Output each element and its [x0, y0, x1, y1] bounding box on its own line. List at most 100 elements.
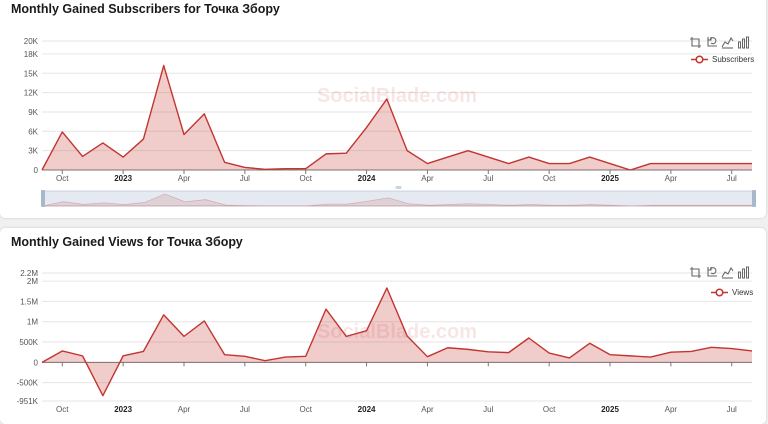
- subscribers-zoom-drag-handle[interactable]: [395, 186, 402, 189]
- zoom-icon[interactable]: [689, 266, 702, 279]
- views-data-point[interactable]: [482, 346, 494, 358]
- views-data-point[interactable]: [503, 347, 515, 359]
- views-data-point[interactable]: [97, 390, 109, 402]
- views-data-point[interactable]: [726, 343, 738, 355]
- subscribers-data-point[interactable]: [97, 137, 109, 149]
- views-data-point[interactable]: [361, 325, 373, 337]
- line-chart-icon[interactable]: [721, 36, 734, 49]
- views-data-point[interactable]: [77, 350, 89, 362]
- views-x-tick-label: Jul: [483, 405, 493, 414]
- subscribers-zoom-handle-left[interactable]: [41, 190, 45, 207]
- subscribers-data-point[interactable]: [645, 158, 657, 170]
- subscribers-data-point[interactable]: [584, 151, 596, 163]
- views-data-point[interactable]: [117, 350, 129, 362]
- views-y-tick-label: 1M: [27, 318, 38, 327]
- subscribers-data-point[interactable]: [705, 158, 717, 170]
- views-chart[interactable]: -951K -500K 0 500K 1M 1.5M 2M2.2M Oct 2023 Apr Jul…: [0, 228, 766, 424]
- views-data-point[interactable]: [137, 345, 149, 357]
- views-data-point[interactable]: [523, 332, 535, 344]
- views-data-point[interactable]: [178, 330, 190, 342]
- views-legend-marker-icon: [711, 288, 728, 297]
- views-legend[interactable]: Views: [711, 288, 753, 297]
- views-data-point[interactable]: [563, 352, 575, 364]
- subscribers-data-point[interactable]: [421, 158, 433, 170]
- subscribers-y-tick-label: 6K: [28, 127, 38, 136]
- views-data-point[interactable]: [300, 350, 312, 362]
- subscribers-data-point[interactable]: [56, 126, 68, 138]
- views-data-point[interactable]: [219, 349, 231, 361]
- zoom-reset-icon[interactable]: [705, 266, 718, 279]
- views-data-point[interactable]: [442, 342, 454, 354]
- subscribers-zoom-handle-right[interactable]: [752, 190, 756, 207]
- subscribers-data-point[interactable]: [503, 158, 515, 170]
- subscribers-data-point[interactable]: [320, 148, 332, 160]
- subscribers-data-point[interactable]: [137, 133, 149, 145]
- subscribers-data-point[interactable]: [401, 145, 413, 157]
- views-data-point[interactable]: [746, 345, 758, 357]
- subscribers-data-point[interactable]: [685, 158, 697, 170]
- subscribers-data-point[interactable]: [482, 151, 494, 163]
- views-data-point[interactable]: [320, 303, 332, 315]
- views-data-point[interactable]: [279, 351, 291, 363]
- subscribers-data-point[interactable]: [219, 156, 231, 168]
- subscribers-data-point[interactable]: [259, 163, 271, 175]
- subscribers-data-point[interactable]: [563, 158, 575, 170]
- subscribers-data-point[interactable]: [462, 145, 474, 157]
- subscribers-area: [42, 65, 752, 170]
- subscribers-chart[interactable]: 0 3K 6K 9K 12K 15K 18K 20K Oct 2023 Apr Jul Oct 2024 A…: [0, 0, 766, 218]
- subscribers-data-point[interactable]: [36, 164, 48, 176]
- subscribers-series-line: [41, 64, 752, 171]
- subscribers-legend-label: Subscribers: [712, 55, 755, 64]
- views-data-point[interactable]: [604, 349, 616, 361]
- subscribers-x-tick-label: 2025: [601, 174, 619, 183]
- subscribers-data-point[interactable]: [198, 108, 210, 120]
- views-data-point[interactable]: [198, 315, 210, 327]
- views-data-point[interactable]: [340, 330, 352, 342]
- views-data-point[interactable]: [239, 350, 251, 362]
- subscribers-x-tick-label: Apr: [421, 174, 434, 183]
- subscribers-data-point[interactable]: [300, 163, 312, 175]
- views-data-point[interactable]: [624, 350, 636, 362]
- subscribers-data-point[interactable]: [442, 151, 454, 163]
- subscribers-data-point[interactable]: [604, 158, 616, 170]
- views-data-point[interactable]: [543, 347, 555, 359]
- subscribers-data-point[interactable]: [279, 163, 291, 175]
- views-data-point[interactable]: [259, 355, 271, 367]
- views-data-point[interactable]: [705, 341, 717, 353]
- views-data-point[interactable]: [462, 343, 474, 355]
- views-data-point[interactable]: [381, 282, 393, 294]
- views-data-point[interactable]: [158, 309, 170, 321]
- subscribers-data-point[interactable]: [158, 60, 170, 72]
- subscribers-data-point[interactable]: [178, 129, 190, 141]
- subscribers-data-point[interactable]: [726, 158, 738, 170]
- views-data-point[interactable]: [421, 351, 433, 363]
- bar-chart-icon[interactable]: [737, 36, 750, 49]
- views-data-point[interactable]: [584, 337, 596, 349]
- subscribers-data-point[interactable]: [340, 147, 352, 159]
- views-data-point[interactable]: [56, 345, 68, 357]
- subscribers-data-point[interactable]: [746, 158, 758, 170]
- subscribers-x-tick-label: Oct: [299, 174, 312, 183]
- views-data-point[interactable]: [401, 330, 413, 342]
- subscribers-data-point[interactable]: [117, 151, 129, 163]
- subscribers-legend-marker-icon: [691, 55, 708, 64]
- line-chart-icon[interactable]: [721, 266, 734, 279]
- subscribers-data-point[interactable]: [624, 164, 636, 176]
- zoom-reset-icon[interactable]: [705, 36, 718, 49]
- subscribers-data-point[interactable]: [361, 121, 373, 133]
- zoom-icon[interactable]: [689, 36, 702, 49]
- subscribers-data-point[interactable]: [543, 158, 555, 170]
- subscribers-legend[interactable]: Subscribers: [691, 55, 754, 64]
- views-data-point[interactable]: [36, 356, 48, 368]
- views-data-point[interactable]: [685, 345, 697, 357]
- subscribers-data-point[interactable]: [665, 158, 677, 170]
- subscribers-data-point[interactable]: [523, 151, 535, 163]
- views-data-point[interactable]: [645, 351, 657, 363]
- subscribers-zoom-selection[interactable]: [43, 191, 754, 206]
- views-data-point[interactable]: [665, 346, 677, 358]
- subscribers-data-point[interactable]: [239, 161, 251, 173]
- subscribers-data-point[interactable]: [77, 150, 89, 162]
- subscribers-data-point[interactable]: [381, 93, 393, 105]
- bar-chart-icon[interactable]: [737, 266, 750, 279]
- subscribers-x-tick-label: Apr: [178, 174, 191, 183]
